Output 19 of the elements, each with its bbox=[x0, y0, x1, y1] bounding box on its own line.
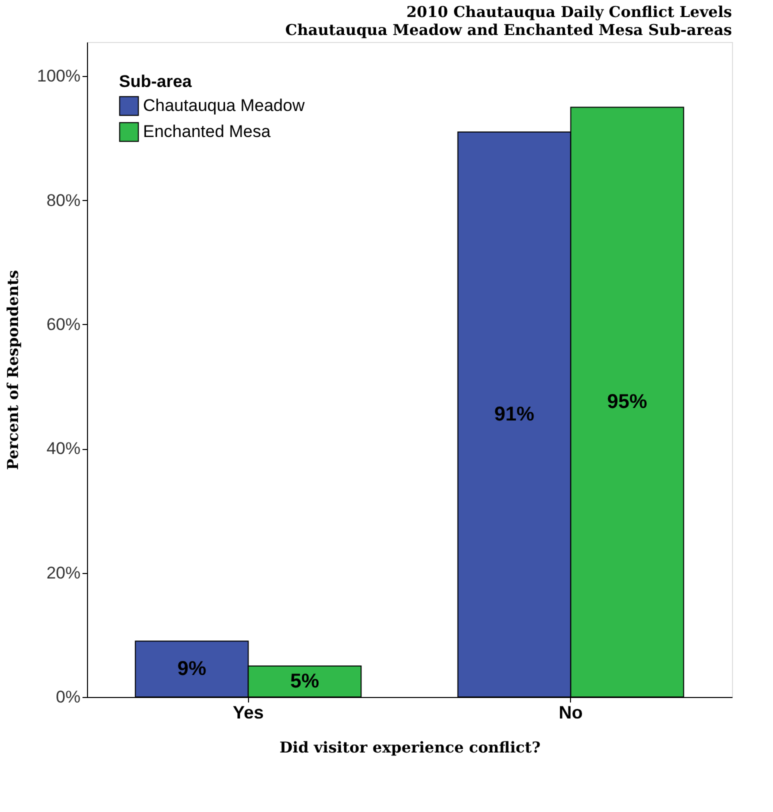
y-tick-label: 20% bbox=[46, 563, 80, 582]
y-tick-label: 100% bbox=[37, 66, 80, 86]
y-tick-label: 0% bbox=[56, 688, 80, 706]
legend-title: Sub-area bbox=[119, 72, 192, 91]
data-label: 95% bbox=[607, 391, 648, 414]
legend-label: Enchanted Mesa bbox=[143, 122, 272, 141]
x-tick-label: Yes bbox=[232, 702, 264, 722]
data-label: 91% bbox=[494, 404, 535, 426]
data-label: 5% bbox=[290, 670, 320, 692]
y-tick-label: 40% bbox=[46, 439, 80, 458]
legend-label: Chautauqua Meadow bbox=[143, 96, 306, 115]
data-label: 9% bbox=[177, 658, 206, 680]
y-axis-title: Percent of Respondents bbox=[4, 270, 22, 470]
chart-title: 2010 Chautauqua Daily Conflict Levels bbox=[406, 3, 732, 21]
y-tick-label: 60% bbox=[46, 314, 80, 334]
chart-subtitle: Chautauqua Meadow and Enchanted Mesa Sub-areas bbox=[285, 21, 732, 39]
x-axis-title: Did visitor experience conflict? bbox=[280, 738, 541, 756]
y-tick-label: 80% bbox=[46, 190, 80, 210]
x-tick-label: No bbox=[558, 702, 583, 722]
